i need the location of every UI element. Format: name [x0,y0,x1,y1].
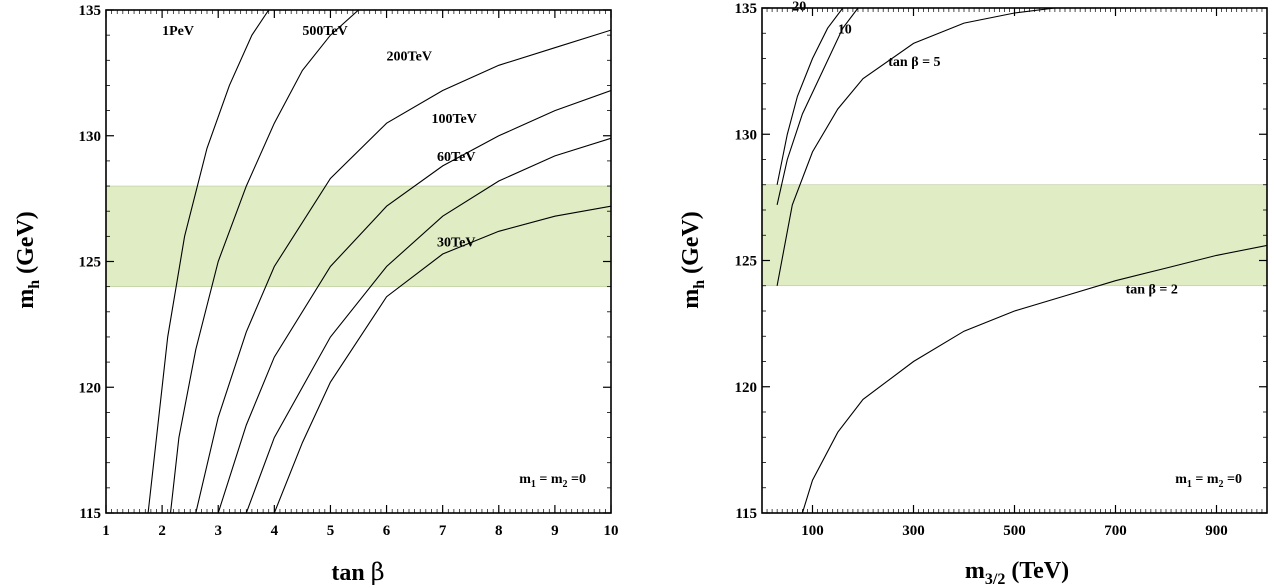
right-x-axis-label: m3/2 (TeV) [965,558,1069,588]
y-tick-label: 130 [79,129,102,145]
x-tick-label: 5 [327,523,335,539]
series-line-3 [217,89,611,513]
x-tick-label: 4 [271,523,279,539]
x-tick-label: 9 [551,523,559,539]
x-tick-label: 900 [1205,523,1228,539]
y-tick-label: 135 [79,3,102,19]
y-tick-label: 125 [79,255,102,271]
series-line-2 [195,29,611,513]
x-tick-label: 500 [1003,523,1026,539]
series-label: 1PeV [162,24,194,39]
x-tick-label: 1 [102,523,110,539]
series-label: 30TeV [437,235,475,250]
series-line-2 [776,8,1055,286]
y-tick-label: 120 [79,380,102,396]
x-tick-label: 100 [801,523,824,539]
x-tick-label: 300 [902,523,925,539]
series-line-5 [273,205,611,513]
series-line-0 [776,8,844,185]
y-tick-label: 120 [735,380,758,396]
left-chart: mh (GeV) tan β 115 120 125 130 135 1 2 3 4 5 6 7 8 9 1… [13,3,619,586]
series-label: 100TeV [431,112,476,127]
series-label: tan β = 5 [888,55,940,70]
x-tick-label: 2 [158,523,166,539]
y-tick-label: 115 [735,506,757,522]
mh-band [761,184,1268,287]
series-line-3 [801,244,1267,513]
y-tick-label: 125 [735,254,758,270]
y-tick-label: 130 [735,127,758,143]
right-y-axis-label: mh (GeV) [678,211,708,309]
series-label: 200TeV [387,49,432,64]
annotation: m1 = m2 =0 [1175,472,1242,490]
x-tick-label: 10 [604,523,619,539]
x-tick-label: 6 [383,523,391,539]
series-line-0 [147,10,270,513]
x-tick-label: 8 [495,523,503,539]
series-label: 10 [838,22,852,37]
x-tick-label: 700 [1104,523,1127,539]
series-line-1 [169,10,359,513]
right-chart: mh (GeV) m3/2 (TeV) 115 120 125 130 135 100 30… [678,0,1268,588]
y-tick-label: 115 [79,506,101,522]
left-x-axis-label: tan β [331,558,384,586]
x-tick-label: 3 [214,523,222,539]
series-line-1 [776,8,859,206]
left-y-axis-label: mh (GeV) [13,211,43,309]
annotation: m1 = m2 =0 [519,472,586,490]
series-label: tan β = 2 [1126,282,1178,297]
y-tick-label: 135 [735,1,758,17]
x-tick-label: 7 [439,523,447,539]
series-label: 500TeV [302,24,347,39]
series-label: 60TeV [437,150,475,165]
series-line-4 [245,137,611,513]
series-label: 20 [792,0,806,15]
